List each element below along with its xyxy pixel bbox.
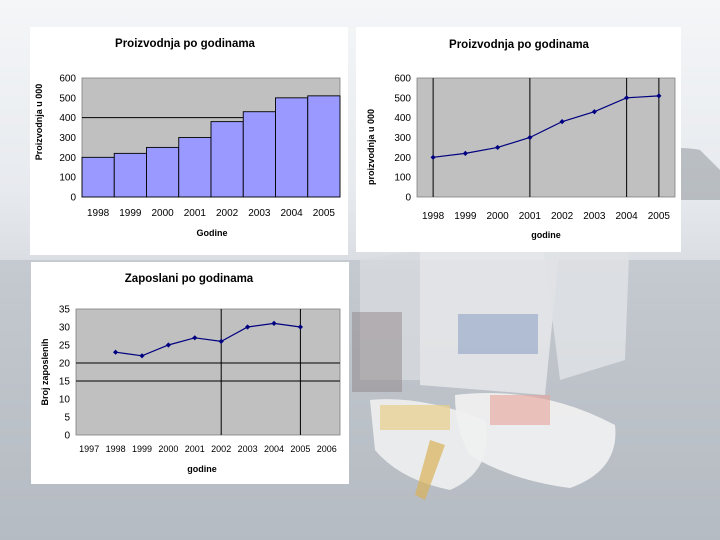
production-bar-chart-panel: Proizvodnja po godinama 0 100 200 300 400 500… xyxy=(30,27,348,255)
data-point xyxy=(624,95,630,101)
x-tick-label: 2004 xyxy=(616,211,639,222)
data-point xyxy=(165,342,171,348)
y-tick-label: 500 xyxy=(394,93,411,104)
x-tick-label: 2003 xyxy=(248,208,271,219)
y-tick-label: 0 xyxy=(405,193,411,204)
y-tick-label: 0 xyxy=(70,193,76,204)
chart-title: Proizvodnja po godinama xyxy=(449,39,590,51)
x-tick-label: 1999 xyxy=(132,444,152,454)
bar xyxy=(275,97,309,198)
data-point xyxy=(430,154,436,160)
y-tick-label: 600 xyxy=(394,74,411,85)
data-point xyxy=(559,119,565,125)
data-point xyxy=(462,150,468,156)
data-point xyxy=(245,324,251,330)
y-tick-label: 10 xyxy=(59,395,71,406)
x-tick-label: 1998 xyxy=(106,444,126,454)
x-tick-label: 2001 xyxy=(185,444,205,454)
x-tick-label: 2004 xyxy=(264,444,284,454)
x-tick-label: 1997 xyxy=(79,444,99,454)
x-tick-label: 2005 xyxy=(290,444,310,454)
y-tick-label: 100 xyxy=(59,173,76,184)
y-tick-label: 5 xyxy=(64,413,70,424)
employees-line-chart-panel: Zaposlani po godinama 0 5 10 15 20 25 30 35 1997… xyxy=(31,262,349,484)
y-tick-label: 200 xyxy=(59,153,76,164)
data-point xyxy=(591,109,597,115)
bar xyxy=(146,146,180,198)
y-tick-label: 0 xyxy=(64,431,70,442)
y-tick-label: 35 xyxy=(59,305,71,316)
bar xyxy=(307,95,341,198)
series-line xyxy=(433,95,659,158)
plot-background xyxy=(75,308,341,436)
data-point xyxy=(113,349,119,355)
y-axis-title: proizvodnja u 000 xyxy=(366,109,376,185)
y-tick-label: 15 xyxy=(59,377,71,388)
plot-background xyxy=(416,77,676,198)
bar xyxy=(178,137,212,198)
data-point xyxy=(297,324,303,330)
x-tick-label: 1998 xyxy=(87,208,110,219)
x-tick-label: 2002 xyxy=(211,444,231,454)
production-line-chart-panel: Proizvodnja po godinama 0 100 200 300 400 500… xyxy=(356,27,681,252)
y-tick-label: 30 xyxy=(59,323,71,334)
x-tick-label: 2005 xyxy=(648,211,671,222)
y-tick-label: 300 xyxy=(59,133,76,144)
y-tick-label: 300 xyxy=(394,133,411,144)
x-tick-label: 2005 xyxy=(313,208,336,219)
y-tick-label: 20 xyxy=(59,359,71,370)
plot-area: 0 5 10 15 20 25 30 35 1997 1998 1999 2000 2001 2002 20… xyxy=(59,305,341,454)
plot-area: 0 100 200 300 400 500 600 1998 1999 2000 2001 2002 2… xyxy=(394,74,676,222)
x-tick-label: 2003 xyxy=(583,211,606,222)
y-tick-label: 600 xyxy=(59,74,76,85)
data-point xyxy=(656,93,662,99)
x-tick-label: 2006 xyxy=(317,444,337,454)
bar xyxy=(210,121,244,198)
production-line-chart: Proizvodnja po godinama 0 100 200 300 400 500… xyxy=(366,39,676,240)
employees-line-chart: Zaposlani po godinama 0 5 10 15 20 25 30 35 1997… xyxy=(40,273,341,474)
data-point xyxy=(495,144,501,151)
chart-title: Proizvodnja po godinama xyxy=(115,38,256,50)
x-tick-label: 2003 xyxy=(238,444,258,454)
x-tick-label: 2004 xyxy=(281,208,304,219)
y-tick-label: 200 xyxy=(394,153,411,164)
x-tick-label: 1999 xyxy=(119,208,142,219)
x-tick-label: 2001 xyxy=(519,211,542,222)
x-tick-label: 1998 xyxy=(422,211,445,222)
x-tick-label: 2002 xyxy=(551,211,574,222)
data-point xyxy=(271,320,277,326)
x-axis-title: godine xyxy=(187,464,217,474)
x-tick-label: 2000 xyxy=(152,208,175,219)
data-point xyxy=(527,134,533,141)
x-axis-title: godine xyxy=(531,230,561,240)
bar xyxy=(242,111,276,198)
y-tick-label: 400 xyxy=(59,113,76,124)
chart-title: Zaposlani po godinama xyxy=(125,273,254,285)
x-tick-label: 2001 xyxy=(184,208,207,219)
y-axis-title: Proizvodnja u 000 xyxy=(34,84,44,161)
x-tick-label: 2002 xyxy=(216,208,239,219)
bar xyxy=(81,156,115,198)
x-tick-label: 2000 xyxy=(158,444,178,454)
y-tick-label: 400 xyxy=(394,113,411,124)
bar xyxy=(113,152,147,198)
y-tick-label: 100 xyxy=(394,173,411,184)
production-bar-chart: Proizvodnja po godinama 0 100 200 300 400 500… xyxy=(34,38,341,238)
series-line xyxy=(115,322,301,357)
y-axis-title: Broj zaposlenih xyxy=(40,338,50,405)
y-tick-label: 500 xyxy=(59,93,76,104)
plot-area: 0 100 200 300 400 500 600 1998 1999 2000 2001 2002 2… xyxy=(59,74,341,219)
x-axis-title: Godine xyxy=(197,228,228,238)
x-tick-label: 2000 xyxy=(487,211,510,222)
x-tick-label: 1999 xyxy=(454,211,477,222)
y-tick-label: 25 xyxy=(59,341,71,352)
